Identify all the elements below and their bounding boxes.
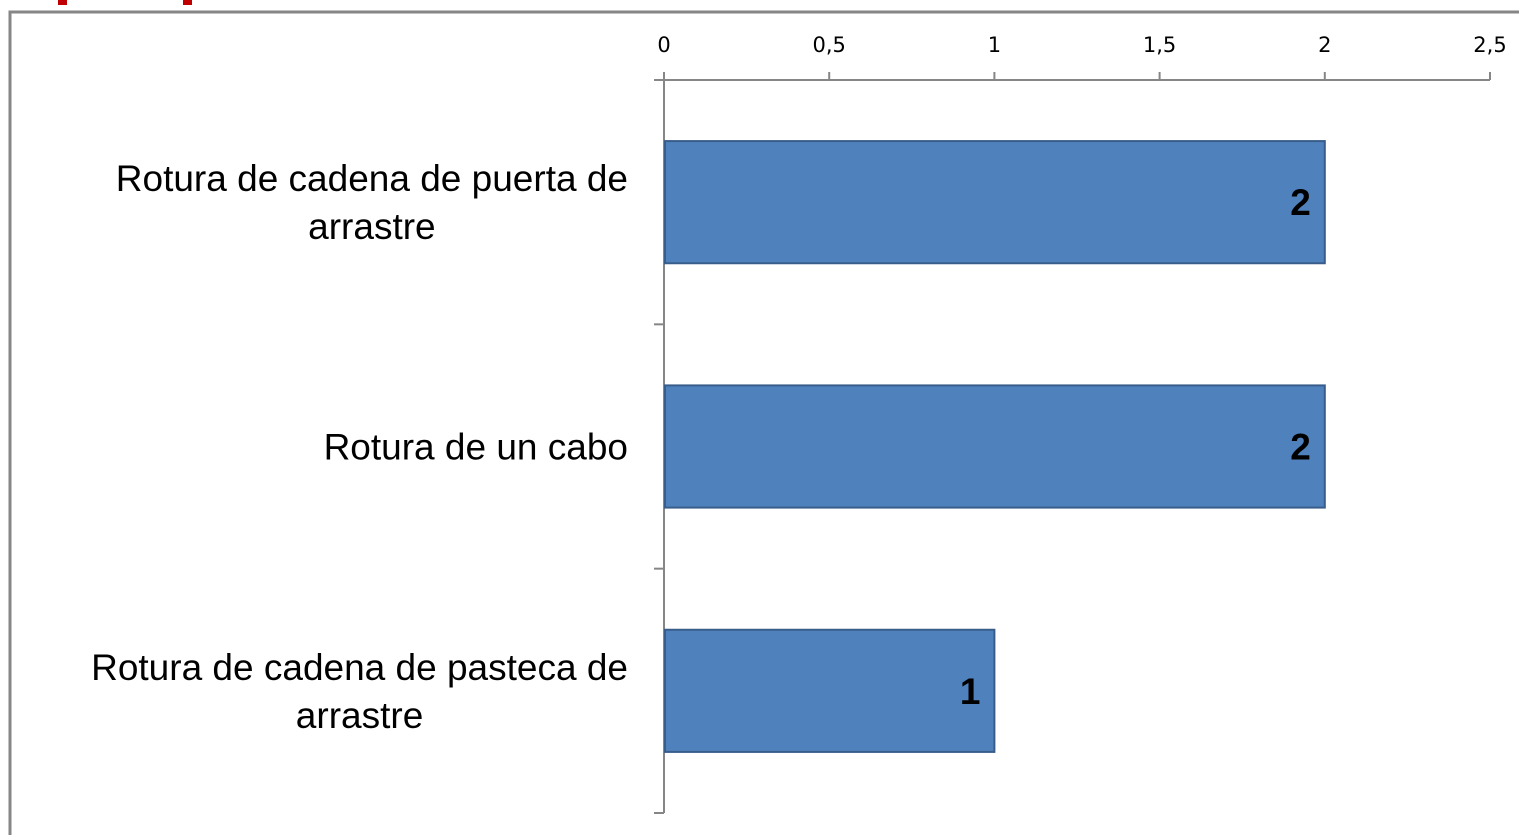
x-tick-label: 1,5 — [1143, 33, 1176, 57]
category-label: Rotura de un cabo — [324, 427, 628, 468]
data-label: 2 — [1290, 182, 1311, 223]
bar — [664, 628, 996, 753]
x-tick-label: 2,5 — [1473, 33, 1506, 57]
category-label: Rotura de cadena de puerta de arrastre — [116, 158, 628, 247]
red-corner-mark-right — [183, 0, 192, 5]
data-label: 1 — [960, 671, 981, 712]
category-label: Rotura de cadena de pasteca de arrastre — [91, 647, 628, 736]
bar — [664, 140, 1326, 265]
red-corner-mark-left — [58, 0, 67, 5]
x-tick-label: 0,5 — [812, 33, 845, 57]
x-tick-label: 2 — [1318, 33, 1331, 57]
data-label: 2 — [1290, 427, 1311, 468]
x-tick-label: 1 — [988, 33, 1001, 57]
x-tick-label: 0 — [657, 33, 670, 57]
chart-border — [8, 10, 1519, 835]
bar — [664, 384, 1326, 509]
